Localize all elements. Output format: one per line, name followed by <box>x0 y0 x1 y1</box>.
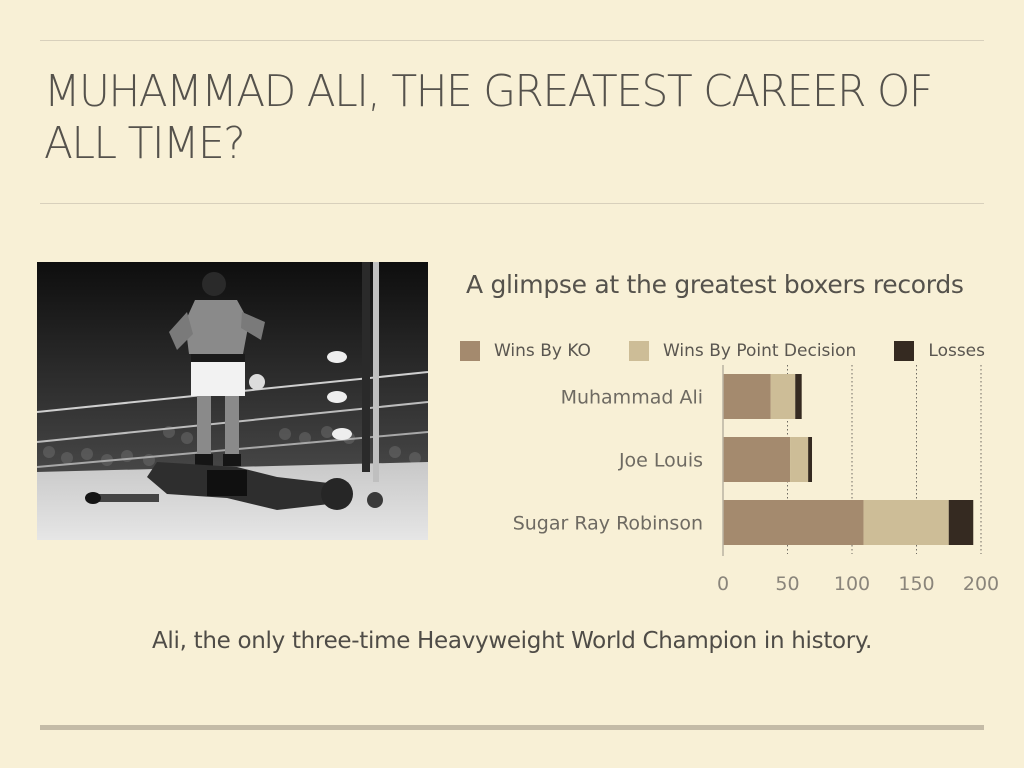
bar-joe-louis-wins-by-ko <box>723 437 791 482</box>
legend-item-wins-by-point-decision: Wins By Point Decision <box>629 341 856 361</box>
slide-title: MUHAMMAD ALI, THE GREATEST CAREER OF ALL… <box>44 66 933 169</box>
legend-item-losses: Losses <box>894 341 985 361</box>
x-tick-label-150: 150 <box>898 573 934 595</box>
x-tick-label-100: 100 <box>834 573 870 595</box>
x-tick-label-50: 50 <box>775 573 799 595</box>
legend-label-wins-by-point-decision: Wins By Point Decision <box>663 341 857 361</box>
bar-sugar-ray-robinson-wins-by-ko <box>723 500 864 545</box>
category-label-muhammad-ali: Muhammad Ali <box>561 387 703 409</box>
top-divider <box>40 40 984 41</box>
bar-joe-louis-wins-by-point-decision <box>790 437 809 482</box>
bar-muhammad-ali-wins-by-ko <box>723 374 771 419</box>
chart-title: A glimpse at the greatest boxers records <box>466 270 964 299</box>
legend-swatch-losses <box>894 341 915 361</box>
title-divider <box>40 203 984 204</box>
chart-legend: Wins By KO Wins By Point Decision Losses <box>460 340 985 362</box>
legend-swatch-wins-by-ko <box>460 341 480 361</box>
legend-label-wins-by-ko: Wins By KO <box>494 341 591 361</box>
bar-sugar-ray-robinson-wins-by-point-decision <box>863 500 949 545</box>
bar-muhammad-ali-losses <box>795 374 802 419</box>
slide-caption: Ali, the only three-time Heavyweight Wor… <box>151 628 873 654</box>
x-tick-label-0: 0 <box>717 573 729 595</box>
x-tick-label-200: 200 <box>963 573 999 595</box>
category-label-joe-louis: Joe Louis <box>618 450 703 472</box>
bar-sugar-ray-robinson-losses <box>948 500 974 545</box>
legend-label-losses: Losses <box>928 341 985 361</box>
boxing-photo <box>37 262 428 540</box>
legend-item-wins-by-ko: Wins By KO <box>460 341 591 361</box>
bottom-divider <box>40 725 984 730</box>
boxing-photo-illustration <box>37 262 428 540</box>
bar-muhammad-ali-wins-by-point-decision <box>770 374 796 419</box>
legend-swatch-wins-by-point-decision <box>629 341 649 361</box>
bar-joe-louis-losses <box>808 437 813 482</box>
category-label-sugar-ray-robinson: Sugar Ray Robinson <box>513 513 703 535</box>
